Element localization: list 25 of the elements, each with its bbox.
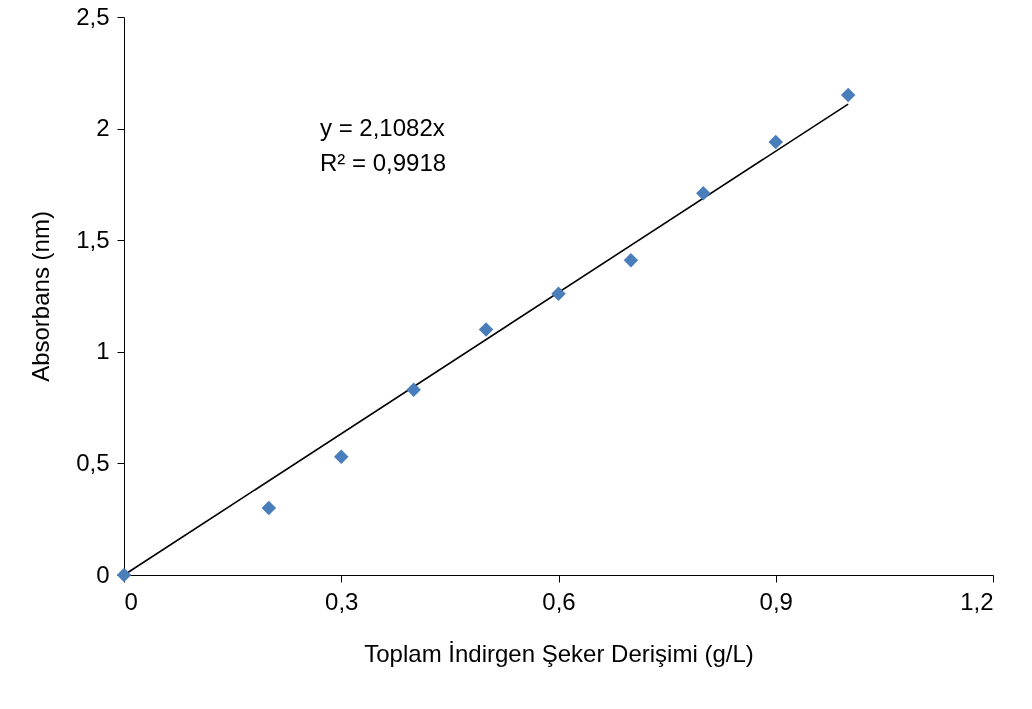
point — [261, 500, 277, 516]
point — [116, 567, 132, 583]
x-axis-title: Toplam İndirgen Şeker Derişimi (g/L) — [364, 639, 754, 667]
point — [406, 382, 421, 397]
y-tick-label: 0 — [96, 560, 110, 588]
x-tick-label: 0 — [124, 587, 138, 615]
y-tick-label: 0,5 — [76, 448, 110, 476]
point — [334, 449, 349, 464]
x-tick-label: 0,6 — [542, 587, 576, 615]
y-tick-label: 2 — [96, 114, 110, 142]
point — [840, 87, 856, 103]
point — [696, 186, 711, 201]
point — [623, 253, 639, 268]
y-tick-label: 2,5 — [76, 2, 110, 30]
y-tick-label: 1 — [96, 337, 110, 365]
x-tick-label: 1,2 — [960, 587, 994, 615]
point — [551, 286, 566, 302]
x-tick-label: 0,3 — [325, 587, 359, 615]
point — [768, 134, 783, 150]
annotation: R² = 0,9918 — [320, 149, 447, 176]
x-tick-label: 0,9 — [759, 587, 793, 615]
annotation: y = 2,1082x — [320, 114, 445, 141]
y-axis-title: Absorbans (nm) — [27, 211, 55, 382]
point — [478, 322, 494, 337]
y-tick-label: 1,5 — [76, 225, 110, 253]
